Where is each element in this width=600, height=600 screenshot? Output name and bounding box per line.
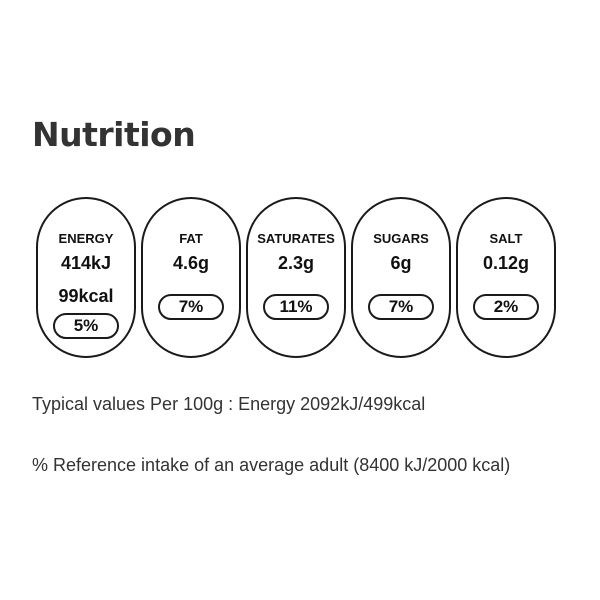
nutrient-energy: ENERGY 414kJ 99kcal 5% [36,197,136,358]
nutrient-label: FAT [179,231,203,246]
nutrient-percent: 7% [158,294,224,320]
nutrient-label: SUGARS [373,231,429,246]
typical-values-note: Typical values Per 100g : Energy 2092kJ/… [32,394,426,414]
page-title: Nutrition [32,115,196,154]
nutrient-percent: 2% [473,294,539,320]
nutrient-value: 0.12g [482,253,530,273]
nutrient-label: ENERGY [58,231,114,246]
nutrient-saturates: SATURATES 2.3g 11% [246,197,346,358]
nutrient-value: 414kJ [60,253,112,273]
nutrient-percent: 7% [368,294,434,320]
nutrient-fat: FAT 4.6g 7% [141,197,241,358]
nutrient-value: 6g [390,253,412,273]
nutrient-sugars: SUGARS 6g 7% [351,197,451,358]
nutrient-percent: 5% [53,313,119,339]
nutrient-value-kcal: 99kcal [58,286,114,306]
nutrient-label: SATURATES [257,231,335,246]
nutrient-value: 2.3g [277,253,315,273]
nutrient-percent: 11% [263,294,329,320]
nutrient-label: SALT [489,231,523,246]
reference-intake-note: % Reference intake of an average adult (… [32,455,511,475]
nutrient-value: 4.6g [172,253,210,273]
nutrient-salt: SALT 0.12g 2% [456,197,556,358]
